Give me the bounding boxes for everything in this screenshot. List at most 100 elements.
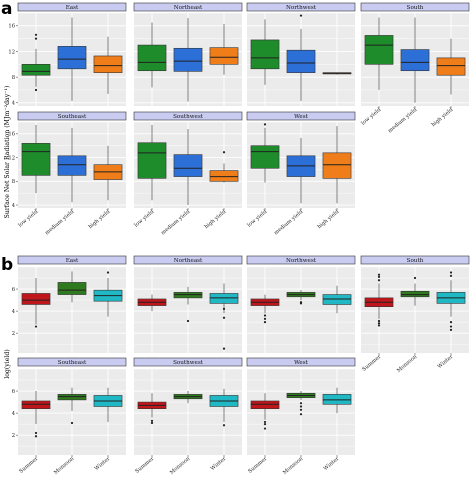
x-tick-label: low yield: [246, 209, 268, 229]
x-tick-label: high yield: [317, 209, 341, 231]
outlier-point: [263, 314, 267, 317]
outlier-point: [106, 271, 110, 274]
box-high-yield: [209, 151, 239, 183]
x-tick-label: medium yield: [160, 209, 192, 237]
box-high-yield: [436, 38, 466, 95]
outlier-point: [34, 435, 38, 438]
x-tick-label: Winter: [323, 456, 341, 472]
box-body: [322, 394, 352, 405]
box-winter: [322, 285, 352, 314]
box-body: [400, 49, 430, 72]
box-body: [209, 170, 239, 182]
facet-strip: [17, 2, 127, 12]
outlier-point: [34, 37, 38, 40]
outlier-point: [299, 408, 303, 411]
y-tick-label: 6: [12, 389, 15, 395]
box-medium-yield: [173, 129, 203, 206]
facet-strip-label: Southwest: [173, 114, 204, 120]
outlier-point: [34, 88, 38, 92]
facet-strip-label: West: [294, 114, 308, 120]
outlier-point: [263, 317, 267, 320]
outlier-point: [222, 347, 226, 350]
box-body: [21, 400, 51, 409]
panel-a-label: a: [1, 0, 12, 19]
outlier-point: [299, 413, 303, 416]
box-body: [322, 294, 352, 305]
facet-strip: [246, 111, 356, 121]
x-tick-label: high yield: [204, 209, 228, 231]
facet-strip-label: East: [66, 258, 79, 264]
box-winter: [209, 388, 239, 427]
x-tick-label: low yield: [17, 209, 39, 229]
outlier-point: [34, 33, 38, 36]
box-body: [21, 143, 51, 176]
box-body: [21, 64, 51, 76]
outlier-point: [377, 279, 381, 282]
facet-strip: [17, 255, 127, 265]
box-low-yield: [250, 123, 280, 183]
y-tick-label: 2: [12, 433, 15, 439]
box-monsoon: [400, 276, 430, 306]
box-low-yield: [137, 22, 167, 88]
box-body: [250, 145, 280, 169]
box-summer: [137, 393, 167, 425]
outlier-point: [222, 307, 226, 310]
box-medium-yield: [57, 17, 87, 101]
outlier-point: [263, 123, 267, 126]
box-monsoon: [57, 271, 87, 303]
facet-strip: [17, 357, 127, 367]
outlier-point: [186, 319, 190, 323]
facet-strip-label: West: [294, 360, 308, 366]
facet-panel-northeast: Northeast: [133, 255, 243, 353]
panel-a-y-axis-title: Surface Net Solar Radiation (MJm⁻²day⁻¹): [4, 86, 11, 219]
outlier-point: [377, 322, 381, 325]
box-medium-yield: [400, 17, 430, 103]
box-summer: [21, 278, 51, 328]
y-tick-label: 4: [12, 411, 16, 417]
y-tick-label: 2: [12, 331, 15, 337]
box-low-yield: [364, 17, 394, 90]
outlier-point: [263, 423, 267, 426]
x-tick-label: high yield: [431, 107, 455, 129]
box-body: [173, 47, 203, 72]
x-tick-label: low yield: [360, 107, 382, 127]
facet-panel-southwest: Southwest low yield medium yield high yield: [133, 111, 243, 237]
box-high-yield: [322, 126, 352, 204]
facet-strip-label: East: [66, 5, 79, 11]
x-tick-label: Winter: [437, 354, 455, 370]
outlier-point: [34, 325, 38, 328]
box-body: [57, 46, 87, 70]
facet-strip-label: Southwest: [173, 360, 204, 366]
box-monsoon: [173, 391, 203, 404]
x-tick-label: Monsoon: [169, 456, 192, 476]
facet-strip-label: Northeast: [174, 5, 203, 11]
outlier-point: [299, 14, 303, 17]
outlier-point: [299, 402, 303, 405]
y-tick-label: 8: [12, 75, 15, 81]
facet-strip: [360, 255, 470, 265]
x-tick-label: Winter: [94, 456, 112, 472]
box-high-yield: [322, 72, 352, 75]
box-body: [322, 152, 352, 179]
facet-panel-southeast: Southeast 2 4 6 Summer Monsoon Winter: [12, 357, 127, 476]
box-body: [250, 39, 280, 70]
outlier-point: [449, 328, 453, 331]
outlier-point: [299, 302, 303, 305]
facet-strip: [133, 2, 243, 12]
y-tick-label: 4: [12, 101, 16, 107]
y-tick-label: 12: [8, 155, 15, 161]
facet-strip-label: Northwest: [286, 258, 317, 264]
y-tick-label: 16: [8, 24, 15, 30]
facet-strip: [246, 357, 356, 367]
outlier-point: [70, 421, 74, 425]
x-tick-label: medium yield: [273, 209, 305, 237]
box-body: [286, 49, 316, 73]
outlier-point: [449, 274, 453, 277]
x-tick-label: Summer: [247, 456, 268, 475]
facet-panel-south: South Summer Monsoon Winter: [360, 255, 470, 374]
box-medium-yield: [286, 138, 316, 204]
x-tick-label: medium yield: [387, 107, 419, 135]
outlier-point: [377, 275, 381, 279]
facet-strip-label: Northeast: [174, 258, 203, 264]
